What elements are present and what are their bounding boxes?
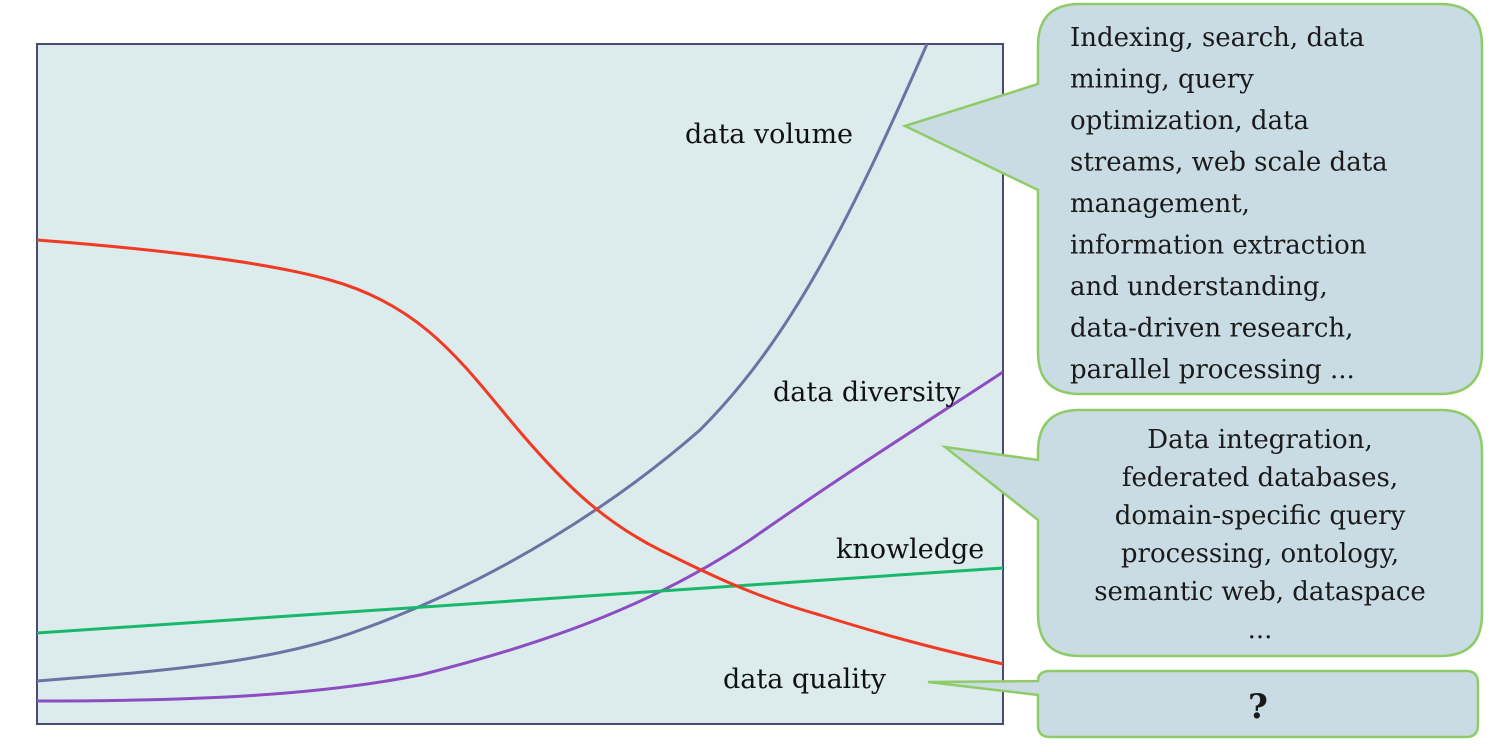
- diversity-line: semantic web, dataspace: [1094, 577, 1426, 607]
- quality-callout-text: ?: [1248, 687, 1268, 727]
- plot-area: [36, 43, 1004, 725]
- quality-callout-bubble: ?: [927, 669, 1480, 739]
- volume-line: mining, query: [1070, 65, 1254, 95]
- data-volume-curve: [36, 43, 929, 683]
- volume-line: management,: [1070, 189, 1250, 219]
- volume-line: Indexing, search, data: [1070, 23, 1365, 53]
- diversity-line: processing, ontology,: [1121, 539, 1399, 569]
- volume-callout-bubble: Indexing, search, data mining, query optim…: [901, 2, 1484, 396]
- volume-callout-text: Indexing, search, data mining, query optim…: [1070, 23, 1388, 385]
- data-diversity-label: data diversity: [773, 377, 961, 408]
- volume-line: streams, web scale data: [1070, 148, 1388, 178]
- knowledge-label: knowledge: [836, 534, 984, 565]
- diversity-line: domain-specific query: [1115, 501, 1406, 531]
- diversity-line: Data integration,: [1147, 425, 1372, 455]
- data-volume-label: data volume: [685, 119, 853, 150]
- diversity-line: federated databases,: [1122, 463, 1398, 493]
- volume-line: data-driven research,: [1070, 314, 1353, 344]
- diversity-callout-text: Data integration, federated databases, dom…: [1094, 425, 1426, 645]
- volume-line: parallel processing ...: [1070, 355, 1355, 385]
- volume-line: and understanding,: [1070, 272, 1328, 302]
- data-quality-label: data quality: [723, 664, 887, 695]
- diversity-callout-bubble: Data integration, federated databases, dom…: [940, 408, 1484, 658]
- volume-line: information extraction: [1070, 231, 1367, 261]
- data-quality-curve: [36, 238, 1004, 666]
- knowledge-curve: [36, 566, 1004, 635]
- data-diversity-curve: [36, 370, 1004, 703]
- diversity-line: ...: [1248, 615, 1273, 645]
- volume-line: optimization, data: [1070, 106, 1309, 136]
